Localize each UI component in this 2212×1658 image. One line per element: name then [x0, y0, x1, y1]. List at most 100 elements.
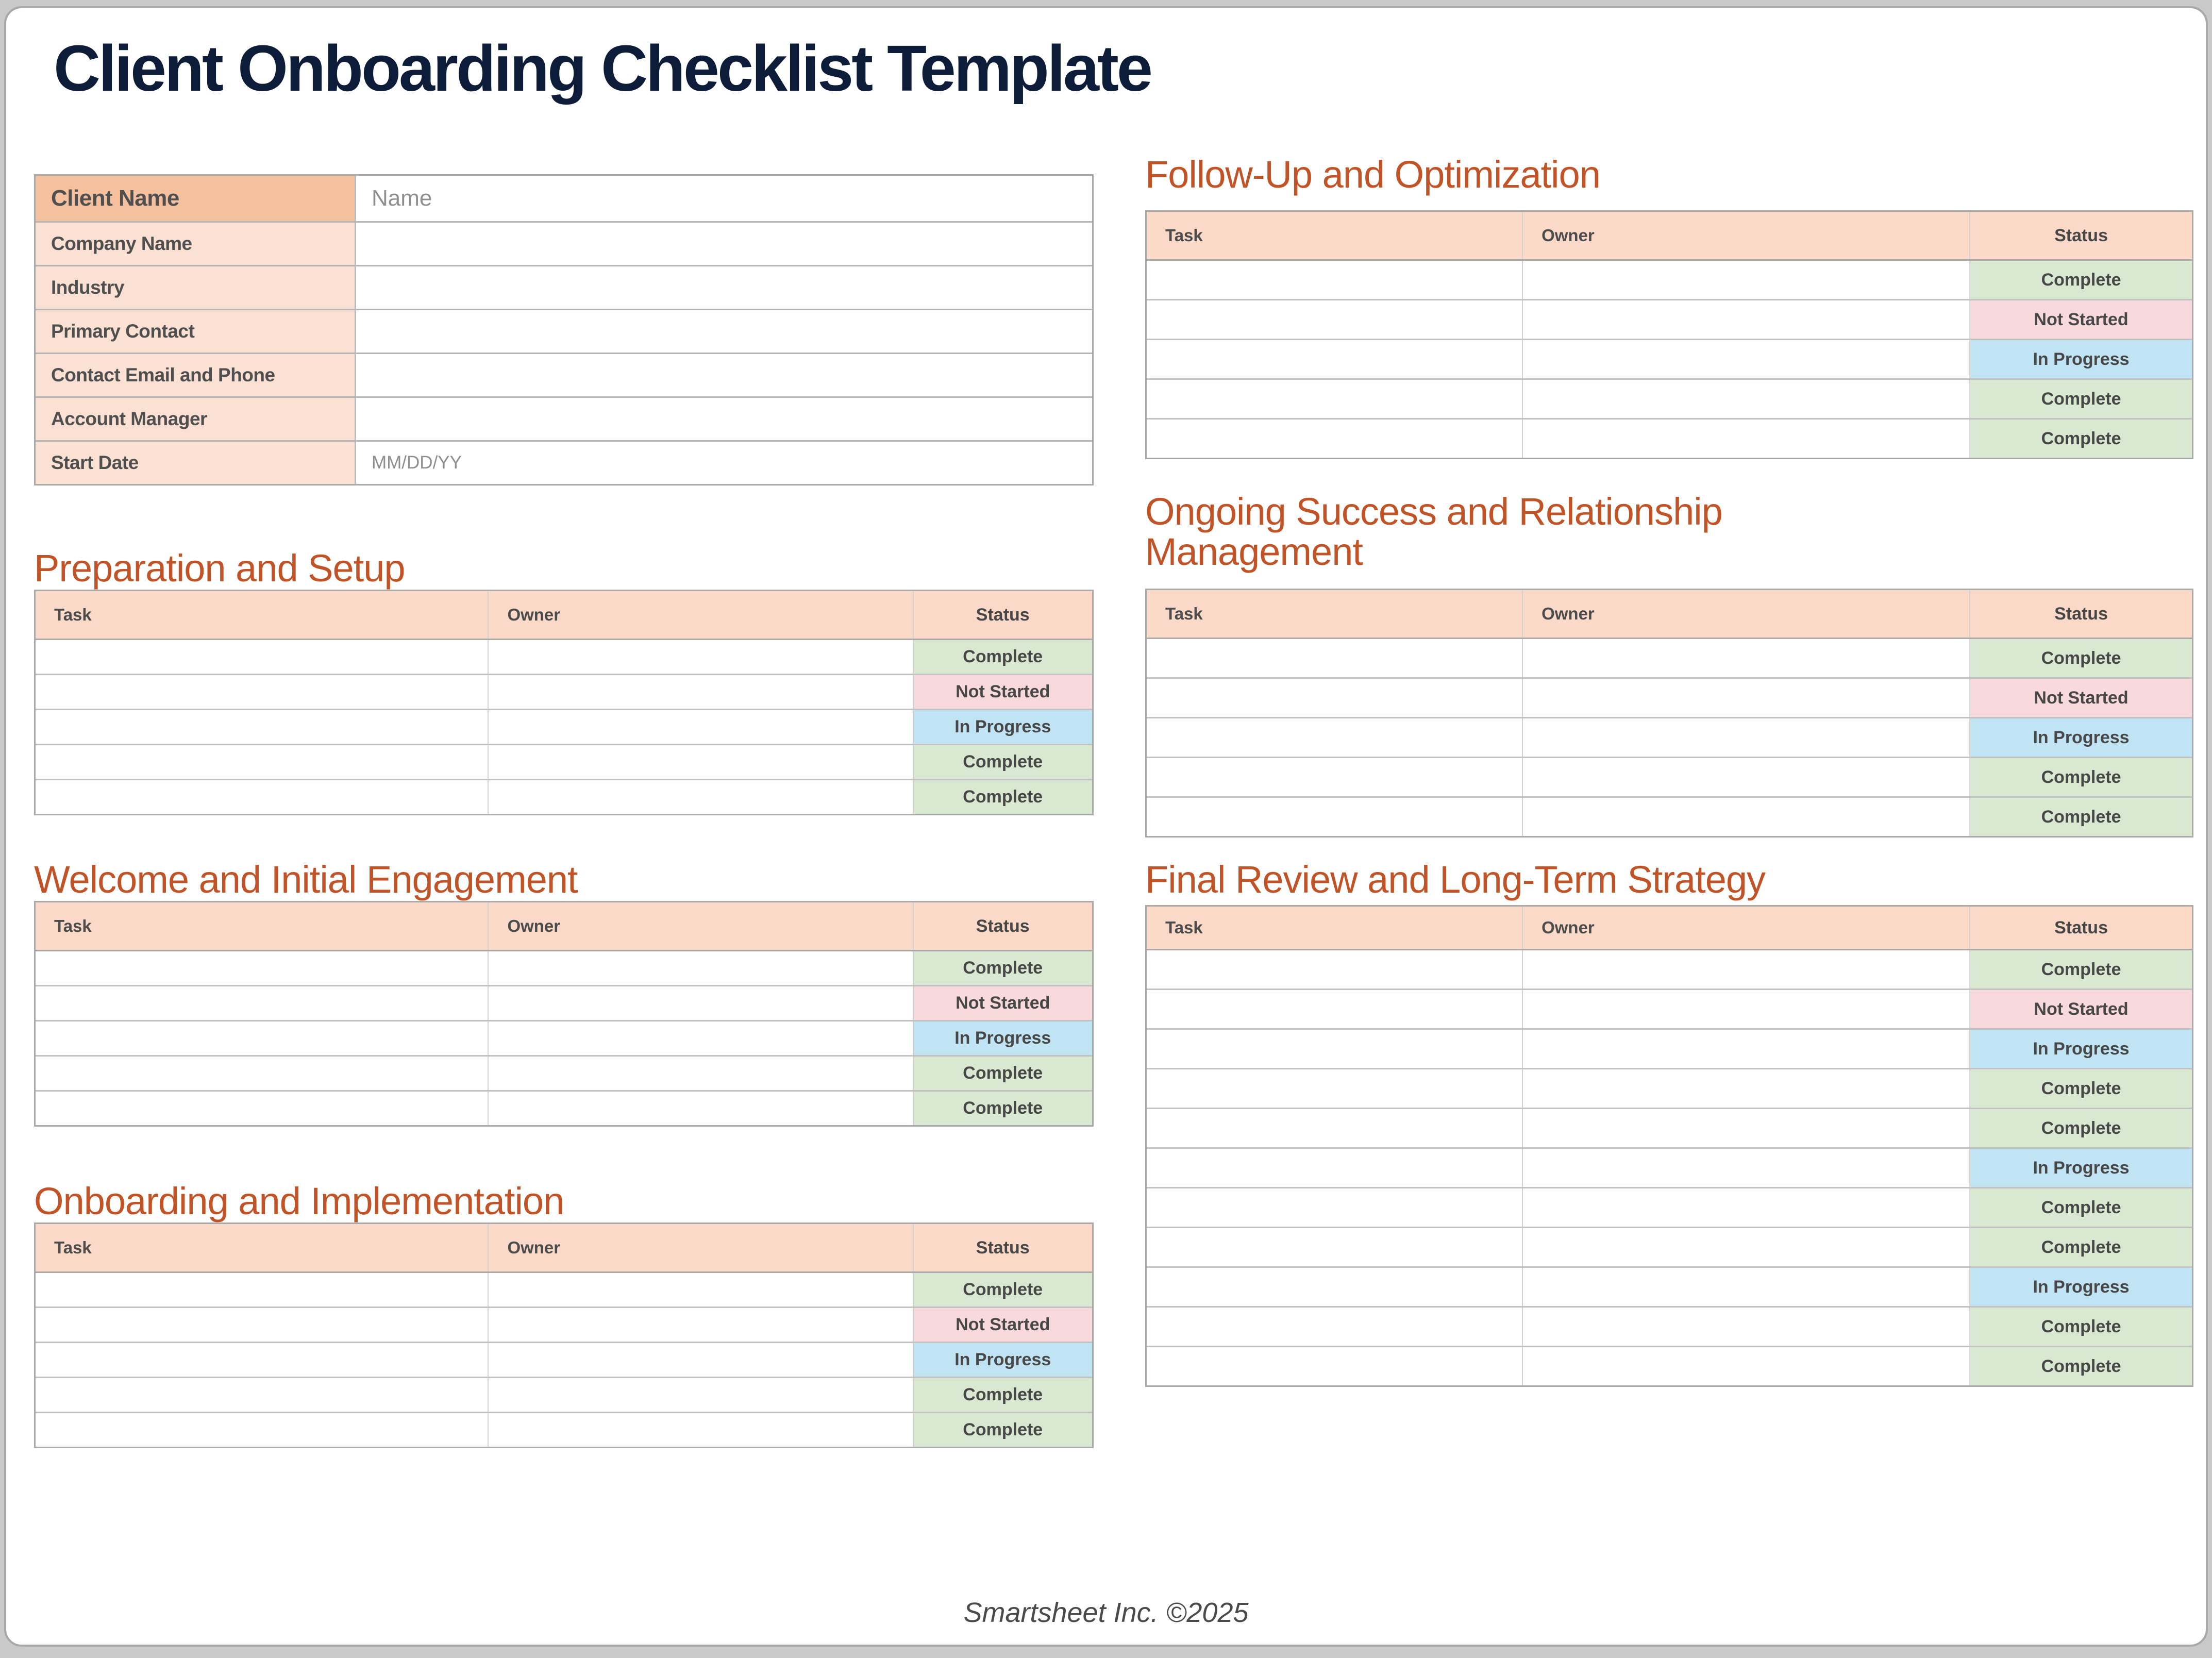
task-cell[interactable]: [36, 640, 489, 674]
owner-cell[interactable]: [1523, 1308, 1971, 1346]
status-cell[interactable]: Not Started: [1970, 300, 2192, 339]
task-cell[interactable]: [36, 1021, 489, 1055]
status-cell[interactable]: Complete: [1970, 950, 2192, 989]
owner-cell[interactable]: [1523, 340, 1971, 378]
task-cell[interactable]: [36, 745, 489, 779]
owner-cell[interactable]: [1523, 1030, 1971, 1068]
task-cell[interactable]: [1147, 950, 1523, 989]
owner-cell[interactable]: [489, 1092, 914, 1125]
task-cell[interactable]: [1147, 1030, 1523, 1068]
account-manager-field[interactable]: [356, 398, 1092, 440]
owner-cell[interactable]: [489, 1057, 914, 1090]
status-cell[interactable]: Not Started: [913, 675, 1092, 709]
owner-cell[interactable]: [1523, 679, 1971, 717]
status-cell[interactable]: In Progress: [1970, 718, 2192, 757]
status-cell[interactable]: Complete: [1970, 420, 2192, 458]
owner-cell[interactable]: [1523, 1228, 1971, 1266]
status-cell[interactable]: In Progress: [913, 1343, 1092, 1377]
owner-cell[interactable]: [1523, 639, 1971, 677]
task-cell[interactable]: [1147, 300, 1523, 339]
task-cell[interactable]: [1147, 1308, 1523, 1346]
task-cell[interactable]: [36, 1343, 489, 1377]
status-cell[interactable]: Complete: [913, 745, 1092, 779]
status-cell[interactable]: Complete: [1970, 639, 2192, 677]
task-cell[interactable]: [1147, 1149, 1523, 1187]
task-cell[interactable]: [1147, 758, 1523, 796]
status-cell[interactable]: In Progress: [1970, 1149, 2192, 1187]
status-cell[interactable]: Complete: [913, 1413, 1092, 1447]
status-cell[interactable]: Complete: [913, 780, 1092, 814]
task-cell[interactable]: [36, 1308, 489, 1342]
owner-cell[interactable]: [1523, 990, 1971, 1028]
task-cell[interactable]: [1147, 990, 1523, 1028]
status-cell[interactable]: Not Started: [913, 986, 1092, 1020]
task-cell[interactable]: [36, 710, 489, 744]
task-cell[interactable]: [36, 1273, 489, 1307]
status-cell[interactable]: Not Started: [1970, 990, 2192, 1028]
status-cell[interactable]: Complete: [913, 1057, 1092, 1090]
owner-cell[interactable]: [1523, 1149, 1971, 1187]
task-cell[interactable]: [36, 780, 489, 814]
owner-cell[interactable]: [489, 1308, 914, 1342]
owner-cell[interactable]: [1523, 1069, 1971, 1108]
task-cell[interactable]: [1147, 1268, 1523, 1306]
task-cell[interactable]: [1147, 261, 1523, 299]
company-name-field[interactable]: [356, 223, 1092, 265]
task-cell[interactable]: [1147, 1109, 1523, 1147]
owner-cell[interactable]: [489, 675, 914, 709]
task-cell[interactable]: [36, 1413, 489, 1447]
owner-cell[interactable]: [489, 1273, 914, 1307]
status-cell[interactable]: Complete: [913, 1273, 1092, 1307]
status-cell[interactable]: Complete: [1970, 798, 2192, 836]
task-cell[interactable]: [36, 1378, 489, 1412]
owner-cell[interactable]: [489, 710, 914, 744]
owner-cell[interactable]: [489, 1021, 914, 1055]
task-cell[interactable]: [1147, 639, 1523, 677]
status-cell[interactable]: In Progress: [1970, 340, 2192, 378]
status-cell[interactable]: In Progress: [913, 1021, 1092, 1055]
owner-cell[interactable]: [489, 745, 914, 779]
status-cell[interactable]: Not Started: [913, 1308, 1092, 1342]
industry-field[interactable]: [356, 266, 1092, 309]
owner-cell[interactable]: [1523, 420, 1971, 458]
client-name-field[interactable]: Name: [356, 176, 1092, 221]
owner-cell[interactable]: [489, 780, 914, 814]
status-cell[interactable]: Complete: [1970, 261, 2192, 299]
owner-cell[interactable]: [1523, 950, 1971, 989]
owner-cell[interactable]: [1523, 300, 1971, 339]
contact-email-phone-field[interactable]: [356, 354, 1092, 396]
status-cell[interactable]: Complete: [1970, 1308, 2192, 1346]
owner-cell[interactable]: [1523, 798, 1971, 836]
task-cell[interactable]: [1147, 1188, 1523, 1227]
status-cell[interactable]: Complete: [913, 951, 1092, 985]
owner-cell[interactable]: [1523, 1188, 1971, 1227]
owner-cell[interactable]: [1523, 1268, 1971, 1306]
task-cell[interactable]: [1147, 340, 1523, 378]
status-cell[interactable]: In Progress: [913, 710, 1092, 744]
owner-cell[interactable]: [1523, 1109, 1971, 1147]
status-cell[interactable]: Complete: [1970, 380, 2192, 418]
owner-cell[interactable]: [489, 640, 914, 674]
task-cell[interactable]: [1147, 1228, 1523, 1266]
owner-cell[interactable]: [1523, 758, 1971, 796]
status-cell[interactable]: Complete: [913, 1378, 1092, 1412]
task-cell[interactable]: [1147, 1347, 1523, 1385]
task-cell[interactable]: [1147, 380, 1523, 418]
task-cell[interactable]: [36, 1092, 489, 1125]
status-cell[interactable]: Complete: [1970, 1347, 2192, 1385]
task-cell[interactable]: [36, 1057, 489, 1090]
status-cell[interactable]: Complete: [913, 640, 1092, 674]
task-cell[interactable]: [1147, 718, 1523, 757]
status-cell[interactable]: Complete: [1970, 1109, 2192, 1147]
owner-cell[interactable]: [489, 951, 914, 985]
owner-cell[interactable]: [489, 1378, 914, 1412]
status-cell[interactable]: In Progress: [1970, 1030, 2192, 1068]
task-cell[interactable]: [1147, 798, 1523, 836]
status-cell[interactable]: Complete: [1970, 1228, 2192, 1266]
owner-cell[interactable]: [1523, 261, 1971, 299]
status-cell[interactable]: Complete: [1970, 758, 2192, 796]
status-cell[interactable]: Not Started: [1970, 679, 2192, 717]
owner-cell[interactable]: [489, 1413, 914, 1447]
primary-contact-field[interactable]: [356, 310, 1092, 353]
task-cell[interactable]: [36, 951, 489, 985]
